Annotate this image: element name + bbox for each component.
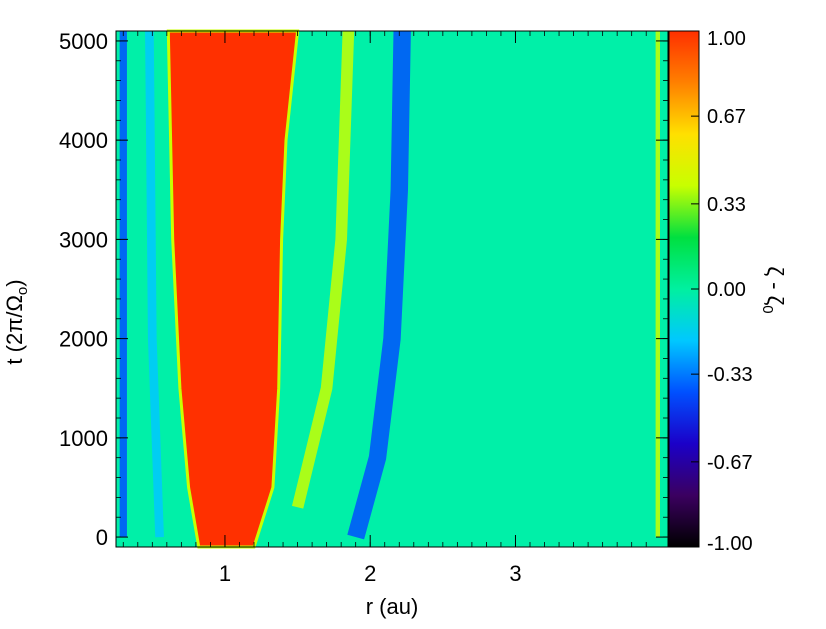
x-tick-label: 3	[509, 561, 521, 586]
y-tick-label: 0	[96, 525, 108, 550]
y-tick-label: 4000	[59, 128, 108, 153]
colorbar-tick-label: -1.00	[707, 533, 753, 555]
heatmap-ridge	[291, 30, 355, 509]
colorbar-ticks: 1.00 0.67 0.33 0.00 -0.33 -0.67 -1.00	[691, 28, 753, 555]
colorbar-title-main: ζ - ζ	[763, 266, 788, 305]
x-tick-label: 1	[219, 561, 231, 586]
colorbar: 1.00 0.67 0.33 0.00 -0.33 -0.67 -1.00	[668, 28, 753, 555]
colorbar-tick-label: 1.00	[707, 28, 746, 50]
y-tick-label: 5000	[59, 29, 108, 54]
y-axis-title-tail: )	[2, 279, 27, 286]
y-axis-title: t (2π/Ωo)	[2, 279, 31, 364]
heatmap-ridge	[347, 30, 411, 540]
colorbar-tick-label: 0.00	[707, 279, 746, 301]
heatmap-features	[119, 29, 660, 549]
y-tick-label: 2000	[59, 327, 108, 352]
x-axis-title: r (au)	[366, 594, 419, 619]
colorbar-tick-label: 0.33	[707, 194, 746, 216]
heatmap-saturated-band	[166, 29, 300, 549]
heatmap-ridge	[145, 30, 164, 538]
colorbar-title: ζ - ζ0	[759, 266, 788, 313]
y-tick-label: 1000	[59, 426, 108, 451]
colorbar-tick-label: -0.33	[707, 364, 753, 386]
y-axis-ticks: 0 1000 2000 3000 4000 5000	[59, 29, 668, 550]
colorbar-tick-label: -0.67	[707, 452, 753, 474]
heatmap-plot-area	[115, 29, 669, 549]
colorbar-title-sub: 0	[759, 305, 776, 313]
colorbar-tick-label: 0.67	[707, 106, 746, 128]
y-axis-title-sub: o	[14, 287, 31, 295]
heatmap-frame	[115, 30, 669, 548]
y-axis-title-main: t (2π/Ω	[2, 295, 27, 365]
x-tick-label: 2	[364, 561, 376, 586]
y-tick-label: 3000	[59, 227, 108, 252]
x-axis-ticks: 1 2 3	[122, 31, 647, 586]
